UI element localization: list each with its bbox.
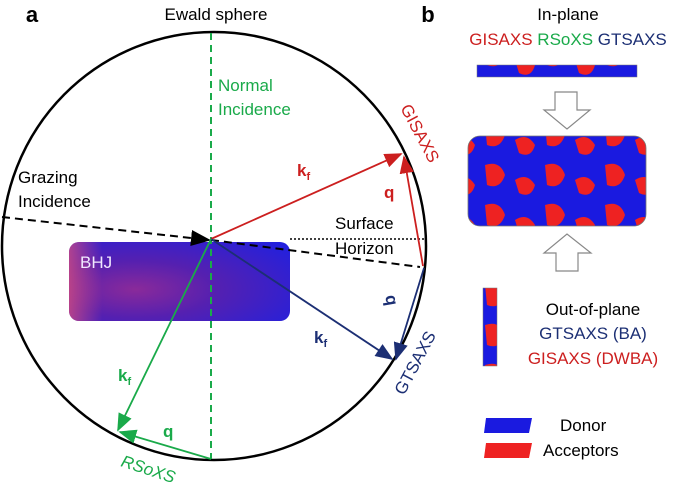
out-of-plane-method-gisaxs: GISAXS (DWBA) — [528, 349, 658, 368]
ewald-sphere — [0, 30, 428, 462]
gisaxs-q-label: q — [384, 183, 394, 202]
gtsaxs-kf-label: kf — [314, 328, 327, 350]
rsoxs-q-label: q — [163, 422, 173, 441]
svg-text:Incidence: Incidence — [218, 100, 291, 119]
gtsaxs-kf-vector — [210, 238, 394, 360]
out-of-plane-slice — [482, 287, 498, 367]
normal-incidence-label: Normal — [218, 76, 273, 95]
ewald-sphere-title: Ewald sphere — [164, 5, 267, 24]
legend-donor-label: Donor — [560, 416, 607, 435]
rsoxs-kf-vector — [117, 238, 212, 432]
legend-acceptor-swatch — [484, 443, 532, 458]
panel-a-label: a — [26, 2, 39, 27]
bhj-morphology — [467, 135, 647, 227]
out-of-plane-method-gtsaxs: GTSAXS (BA) — [539, 324, 647, 343]
grazing-incidence-label: Grazing — [18, 168, 78, 187]
rsoxs-q-vector — [118, 429, 212, 460]
bhj-label: BHJ — [80, 253, 112, 272]
down-arrow-icon — [542, 91, 592, 130]
panel-b-label: b — [421, 2, 434, 27]
surface-horizon-label: Surface — [335, 214, 394, 233]
gtsaxs-label: GTSAXS — [391, 328, 440, 398]
gtsaxs-q-label: q — [381, 293, 402, 307]
rsoxs-kf-label: kf — [118, 366, 131, 388]
svg-text:Horizon: Horizon — [335, 239, 394, 258]
grazing-transmitted-line — [210, 239, 421, 268]
in-plane-methods: GISAXS RSoXS GTSAXS — [469, 30, 667, 49]
in-plane-slice — [476, 64, 638, 78]
out-of-plane-title: Out-of-plane — [546, 300, 641, 319]
rsoxs-label: RSoXS — [119, 452, 179, 484]
gisaxs-kf-vector — [210, 153, 403, 240]
up-arrow-icon — [542, 233, 593, 272]
gtsaxs-q-vector — [393, 267, 425, 361]
svg-text:Incidence: Incidence — [18, 192, 91, 211]
legend-donor-swatch — [484, 418, 532, 433]
gisaxs-q-vector — [399, 155, 424, 267]
legend-acceptor-label: Acceptors — [543, 441, 619, 460]
in-plane-title: In-plane — [537, 5, 598, 24]
gisaxs-kf-label: kf — [297, 161, 310, 183]
gisaxs-label: GISAXS — [396, 101, 442, 166]
grazing-incidence-line — [1, 216, 211, 246]
